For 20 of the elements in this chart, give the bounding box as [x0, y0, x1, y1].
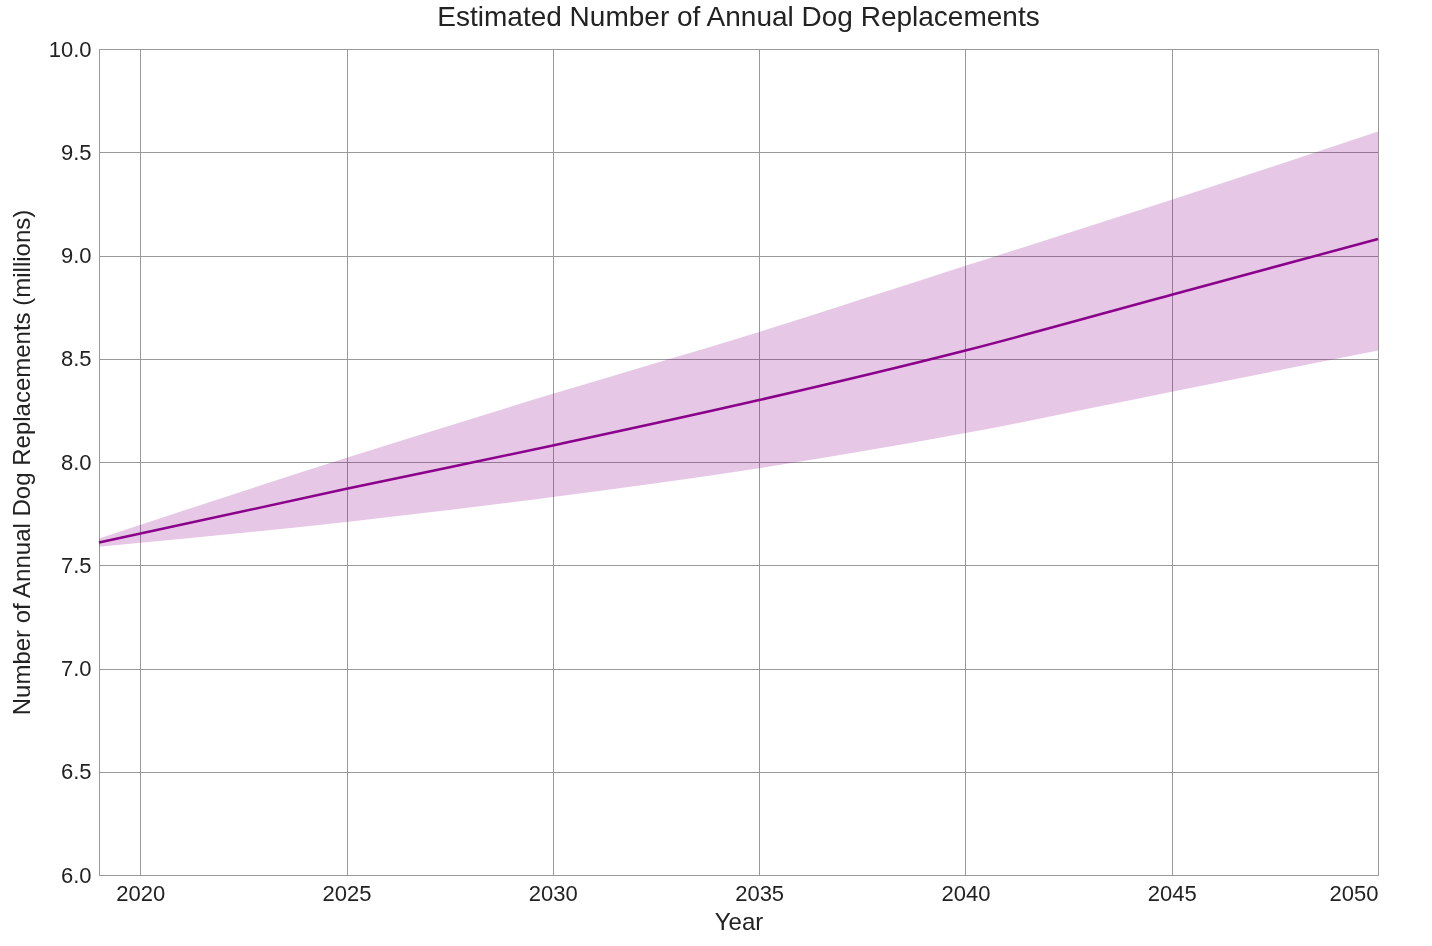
y-tick-label: 6.5	[60, 759, 92, 785]
x-tick-label: 2045	[1147, 880, 1197, 906]
y-tick-label: 8.0	[60, 449, 92, 475]
x-tick-label: 2030	[528, 880, 578, 906]
x-tick-label: 2035	[735, 880, 785, 906]
y-tick-label: 9.0	[60, 243, 92, 268]
x-tick-label: 2020	[116, 880, 166, 906]
chart-title: Estimated Number of Annual Dog Replacements	[437, 1, 1040, 32]
y-tick-label: 9.5	[60, 139, 92, 165]
y-axis-title: Number of Annual Dog Replacements (millions)	[7, 209, 35, 716]
y-tick-label: 7.5	[60, 552, 92, 578]
x-tick-label: 2040	[941, 880, 991, 906]
x-axis-title: Year	[714, 907, 764, 935]
line-series	[97, 237, 1380, 544]
y-tick-label: 7.0	[60, 656, 92, 681]
x-tick-label: 2050	[1329, 880, 1379, 906]
y-tick-label: 6.0	[60, 862, 92, 888]
y-tick-label: 8.5	[60, 346, 92, 372]
y-tick-label: 10.0	[48, 36, 92, 62]
x-tick-label: 2025	[322, 880, 372, 906]
